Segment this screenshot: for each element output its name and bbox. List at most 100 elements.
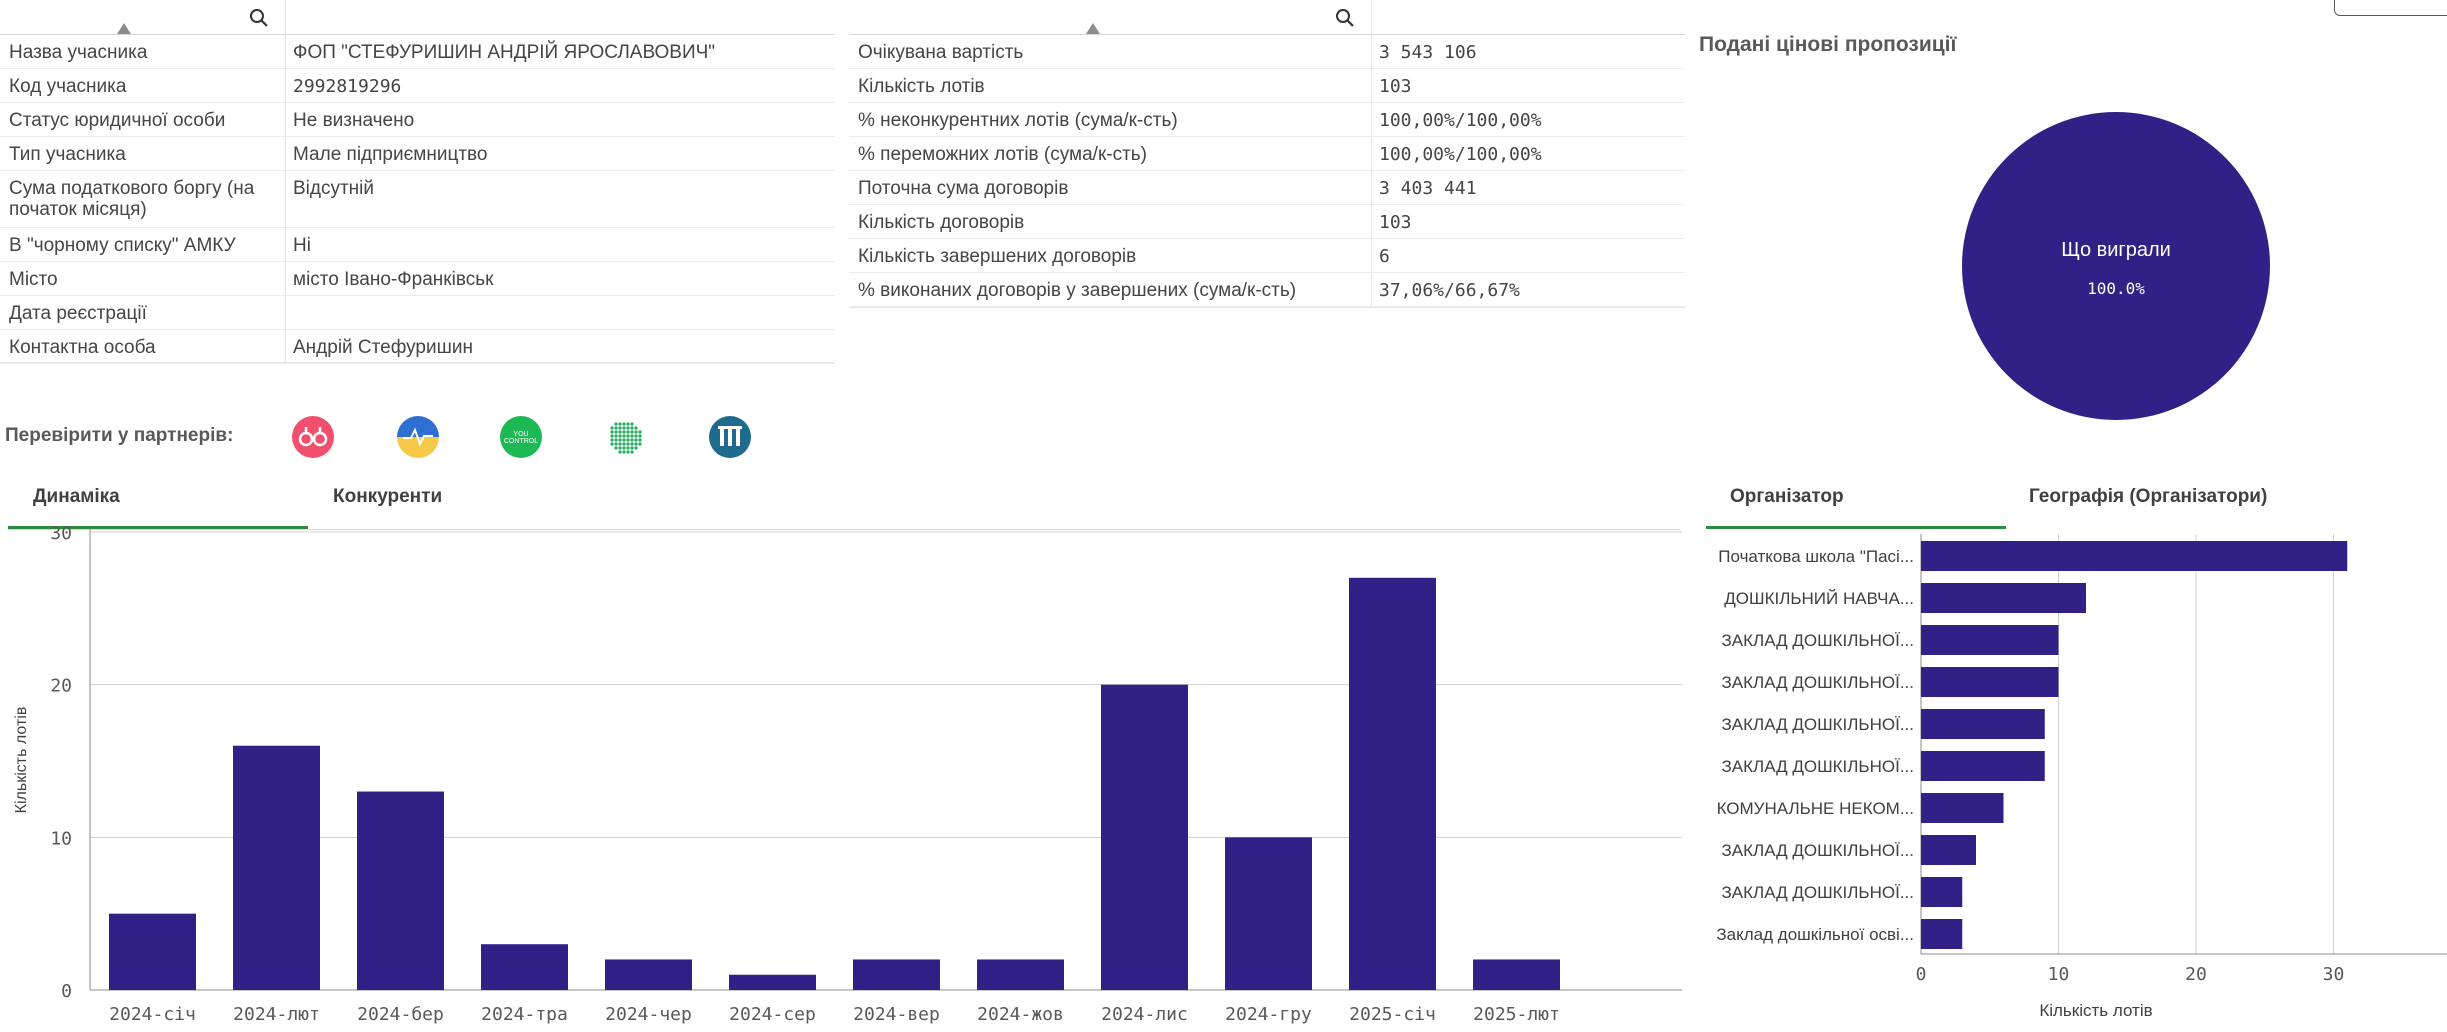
tab-dynamics[interactable]: Динаміка: [33, 486, 120, 507]
x-tick-label: 2025-січ: [1349, 1004, 1436, 1025]
table-row[interactable]: Кількість договорів 103: [849, 205, 1685, 239]
bar-2024-вер[interactable]: [853, 959, 940, 990]
row-key: % неконкурентних лотів (сума/к-сть): [858, 110, 1178, 131]
bar-2024-бер[interactable]: [357, 791, 444, 990]
organizer-bar[interactable]: [1921, 835, 1976, 865]
left-tabs-divider: [8, 529, 1680, 530]
panel-corner-button[interactable]: [2334, 0, 2447, 16]
organizer-bar[interactable]: [1921, 919, 1963, 949]
search-icon[interactable]: [1334, 7, 1356, 29]
row-key: Місто: [9, 269, 58, 290]
y-tick-label: 10: [50, 828, 72, 849]
youcontrol-icon[interactable]: YOU CONTROL: [500, 416, 542, 458]
svg-text:YOU: YOU: [513, 431, 528, 438]
table-row[interactable]: % переможних лотів (сума/к-сть) 100,00%/1…: [849, 137, 1685, 171]
y-tick-label: ЗАКЛАД ДОШКІЛЬНОЇ...: [1722, 841, 1914, 860]
organizer-bar[interactable]: [1921, 793, 2004, 823]
blue-shield-icon[interactable]: [709, 416, 751, 458]
bar-2024-жов[interactable]: [977, 959, 1064, 990]
x-tick-label: 2024-лис: [1101, 1004, 1188, 1025]
organizer-bar[interactable]: [1921, 625, 2059, 655]
x-tick-label: 2024-вер: [853, 1004, 940, 1025]
opendatabot-icon[interactable]: [292, 416, 334, 458]
x-tick-label: 30: [2323, 964, 2345, 985]
row-value: місто Івано-Франківськ: [293, 269, 494, 290]
ukraine-heart-icon[interactable]: [397, 416, 439, 458]
row-key: Кількість завершених договорів: [858, 246, 1137, 267]
x-tick-label: 2025-лют: [1473, 1004, 1560, 1025]
table-row[interactable]: Тип учасника Мале підприємництво: [0, 137, 835, 171]
row-key: % переможних лотів (сума/к-сть): [858, 144, 1148, 165]
bar-2024-тра[interactable]: [481, 944, 568, 990]
bar-2024-гру[interactable]: [1225, 837, 1312, 990]
table-row[interactable]: % неконкурентних лотів (сума/к-сть) 100,0…: [849, 103, 1685, 137]
organizer-bar[interactable]: [1921, 541, 2348, 571]
x-tick-label: 2024-тра: [481, 1004, 568, 1025]
organizers-bar-chart: 0 10 20 30 Кількість лотів Початкова школа "П…: [1716, 534, 2447, 1020]
table-row[interactable]: Статус юридичної особи Не визначено: [0, 103, 835, 137]
row-value: Відсутній: [293, 178, 375, 199]
row-value: 2992819296: [293, 76, 402, 97]
value-column-header[interactable]: [1372, 0, 1685, 35]
pie-slice-won[interactable]: [1962, 112, 2270, 420]
row-key: % виконаних договорів у завершених (сума…: [858, 280, 1297, 301]
value-column-header[interactable]: [286, 0, 835, 35]
bar-2024-лют[interactable]: [233, 745, 320, 990]
bar-2025-січ[interactable]: [1349, 577, 1436, 990]
table-row[interactable]: Назва учасника ФОП "СТЕФУРИШИН АНДРІЙ ЯРО…: [0, 35, 835, 69]
green-dots-icon[interactable]: [604, 416, 646, 458]
sort-ascending-icon[interactable]: [117, 23, 131, 34]
table-row[interactable]: Очікувана вартість 3 543 106: [849, 35, 1685, 69]
key-column-header[interactable]: [0, 0, 285, 35]
tab-organizer[interactable]: Організатор: [1730, 486, 1844, 507]
row-value: 3 403 441: [1379, 178, 1477, 199]
organizer-bar[interactable]: [1921, 667, 2059, 697]
table-row[interactable]: Кількість лотів 103: [849, 69, 1685, 103]
organizer-bar[interactable]: [1921, 709, 2045, 739]
row-value: 100,00%/100,00%: [1379, 110, 1542, 131]
row-value: Андрій Стефуришин: [293, 337, 473, 358]
row-key: Дата реєстрації: [9, 303, 147, 324]
table-row[interactable]: Дата реєстрації: [0, 296, 835, 330]
row-key: В "чорному списку" АМКУ: [9, 235, 236, 256]
x-tick-label: 2024-гру: [1225, 1004, 1312, 1025]
table-row[interactable]: Кількість завершених договорів 6: [849, 239, 1685, 273]
tab-geography-organizers[interactable]: Географія (Організатори): [2029, 486, 2268, 507]
partners-label: Перевірити у партнерів:: [5, 425, 234, 446]
table-row[interactable]: Поточна сума договорів 3 403 441: [849, 171, 1685, 205]
stats-info-table: Очікувана вартість 3 543 106 Кількість лот…: [849, 0, 1685, 308]
table-row[interactable]: Контактна особа Андрій Стефуришин: [0, 330, 835, 364]
organizer-bar[interactable]: [1921, 877, 1963, 907]
row-key: Кількість лотів: [858, 76, 985, 97]
bar-2025-лют[interactable]: [1473, 959, 1560, 990]
table-row[interactable]: Сума податкового боргу (на початок місяц…: [0, 171, 835, 228]
pie-chart: Що виграли 100.0%: [1962, 112, 2270, 420]
table-row[interactable]: Місто місто Івано-Франківськ: [0, 262, 835, 296]
column-divider: [1371, 0, 1372, 308]
search-icon[interactable]: [248, 7, 270, 29]
y-tick-label: Заклад дошкільної осві...: [1716, 925, 1914, 944]
bar-2024-сер[interactable]: [729, 974, 816, 990]
pie-slice-label: Що виграли: [2061, 239, 2171, 261]
svg-text:CONTROL: CONTROL: [504, 438, 538, 445]
table-row[interactable]: Код учасника 2992819296: [0, 69, 835, 103]
bar-2024-січ[interactable]: [109, 913, 196, 990]
pie-chart-title: Подані цінові пропозиції: [1699, 33, 1957, 56]
tab-competitors[interactable]: Конкуренти: [333, 486, 443, 507]
row-key: Тип учасника: [9, 144, 126, 165]
table-row[interactable]: В "чорному списку" АМКУ Ні: [0, 228, 835, 262]
bar-2024-чер[interactable]: [605, 959, 692, 990]
participant-info-table: Назва учасника ФОП "СТЕФУРИШИН АНДРІЙ ЯРО…: [0, 0, 835, 364]
key-column-header[interactable]: [849, 0, 1371, 35]
active-tab-indicator: [1706, 526, 2006, 529]
sort-ascending-icon[interactable]: [1086, 23, 1100, 34]
row-value: 6: [1379, 246, 1390, 267]
row-key: Сума податкового боргу (на початок місяц…: [9, 178, 255, 220]
row-value: Ні: [293, 235, 311, 256]
y-tick-label: 0: [61, 981, 72, 1002]
x-tick-label: 2024-чер: [605, 1004, 692, 1025]
bar-2024-лис[interactable]: [1101, 684, 1188, 990]
table-row[interactable]: % виконаних договорів у завершених (сума…: [849, 273, 1685, 307]
organizer-bar[interactable]: [1921, 583, 2086, 613]
organizer-bar[interactable]: [1921, 751, 2045, 781]
